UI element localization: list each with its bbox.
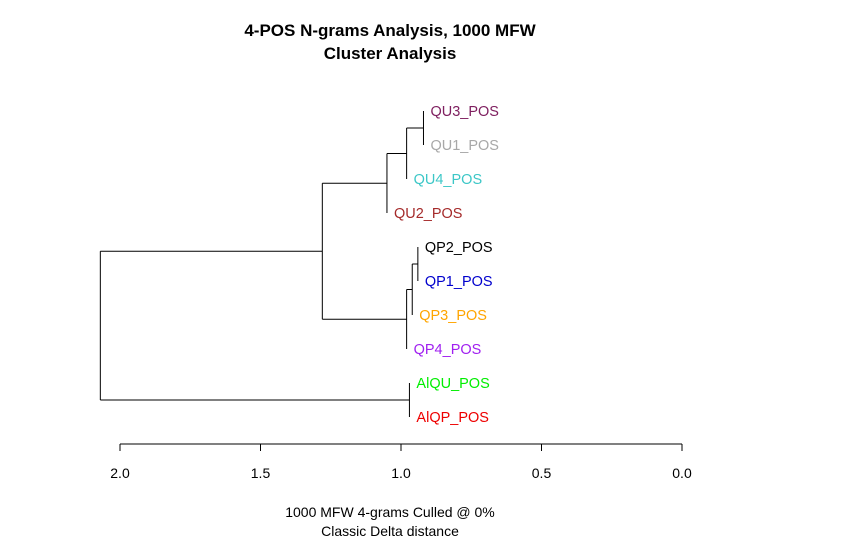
x-axis-ticks: 2.0 1.5 1.0 0.5 0.0 [110,444,692,481]
chart-title: 4-POS N-grams Analysis, 1000 MFW [244,21,536,40]
leaf-label: QU3_POS [430,104,499,120]
x-axis: 2.0 1.5 1.0 0.5 0.0 [110,443,692,481]
x-axis-label: 1000 MFW 4-grams Culled @ 0% [285,504,495,520]
x-axis-tick-label: 2.0 [110,465,130,481]
leaf-label: QU4_POS [414,172,483,188]
leaf-label: QP2_POS [425,240,493,256]
x-axis-label-2: Classic Delta distance [321,523,459,539]
leaf-label: QU1_POS [430,138,499,154]
x-axis-tick-label: 1.5 [251,465,271,481]
leaf-label: AlQU_POS [416,376,489,392]
chart-subtitle: Cluster Analysis [324,44,457,63]
leaf-label: QP3_POS [419,308,487,324]
leaf-label: QP4_POS [414,342,482,358]
x-axis-tick-label: 0.0 [672,465,692,481]
dendrogram-branches [99,111,424,417]
leaf-label: QP1_POS [425,274,493,290]
x-axis-tick-label: 1.0 [391,465,411,481]
leaf-labels: QU3_POS QU1_POS QU4_POS QU2_POS QP2_POS QP1_P… [394,104,499,426]
leaf-label: AlQP_POS [416,410,489,426]
x-axis-tick-label: 0.5 [532,465,552,481]
leaf-label: QU2_POS [394,206,463,222]
